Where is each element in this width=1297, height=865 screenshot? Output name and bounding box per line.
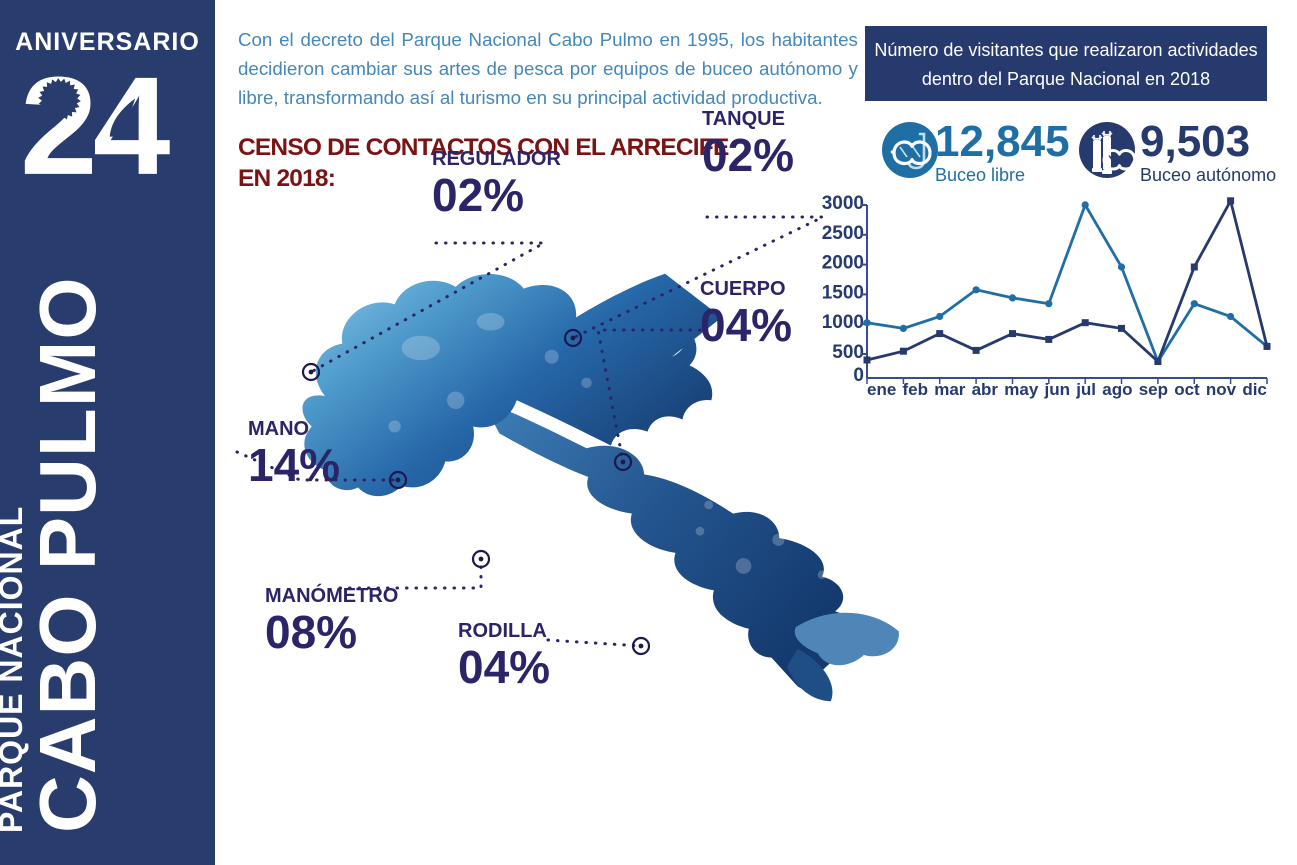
svg-text:2500: 2500 <box>822 223 864 244</box>
svg-text:3000: 3000 <box>822 195 864 214</box>
svg-text:24: 24 <box>20 62 170 202</box>
